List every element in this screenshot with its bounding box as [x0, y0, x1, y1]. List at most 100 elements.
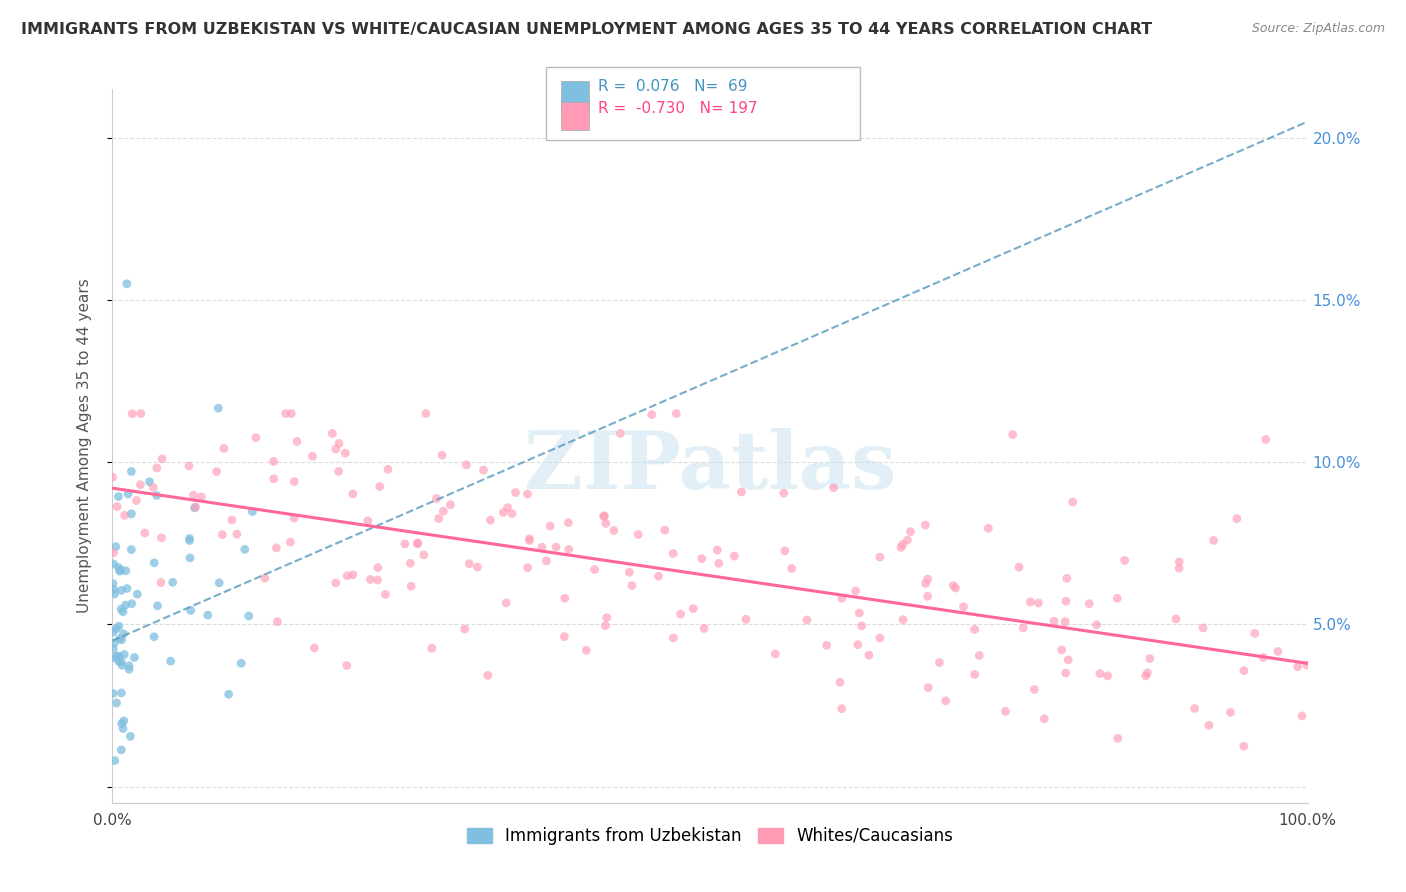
Point	[143, 556, 166, 570]
Point	[328, 436, 350, 450]
Point	[815, 638, 838, 652]
Point	[159, 654, 181, 668]
Point	[831, 701, 853, 715]
Point	[103, 557, 125, 571]
Point	[406, 536, 429, 550]
Point	[592, 509, 614, 524]
Point	[183, 488, 205, 502]
Point	[114, 564, 136, 578]
Point	[1168, 555, 1191, 569]
Point	[647, 569, 669, 583]
Point	[900, 524, 922, 539]
Point	[143, 630, 166, 644]
Point	[1286, 659, 1309, 673]
Point	[538, 519, 561, 533]
Point	[180, 603, 202, 617]
Point	[108, 619, 131, 633]
Point	[108, 632, 131, 646]
Point	[368, 479, 391, 493]
Point	[1012, 621, 1035, 635]
Point	[477, 668, 499, 682]
Point	[231, 657, 253, 671]
Point	[1136, 665, 1159, 680]
Point	[1033, 712, 1056, 726]
Point	[553, 630, 575, 644]
Point	[1078, 597, 1101, 611]
Point	[218, 687, 240, 701]
Point	[427, 511, 450, 525]
Text: R =  0.076   N=  69: R = 0.076 N= 69	[598, 79, 747, 95]
Point	[118, 662, 141, 676]
Point	[120, 730, 142, 744]
Point	[263, 472, 285, 486]
Point	[596, 610, 619, 624]
Point	[1050, 643, 1073, 657]
Point	[1107, 731, 1129, 746]
Point	[1233, 739, 1256, 754]
Point	[557, 516, 579, 530]
Point	[609, 426, 631, 441]
Point	[845, 583, 868, 598]
Point	[420, 641, 443, 656]
Point	[342, 487, 364, 501]
Point	[505, 485, 527, 500]
Point	[456, 458, 478, 472]
Point	[112, 714, 135, 728]
Point	[690, 551, 713, 566]
Point	[211, 527, 233, 541]
Point	[108, 649, 131, 664]
Point	[280, 407, 302, 421]
Y-axis label: Unemployment Among Ages 35 to 44 years: Unemployment Among Ages 35 to 44 years	[77, 278, 91, 614]
Point	[205, 465, 228, 479]
Point	[325, 442, 347, 456]
Point	[891, 537, 914, 551]
Point	[150, 451, 173, 466]
Point	[1008, 560, 1031, 574]
Point	[238, 609, 260, 624]
Point	[1267, 644, 1289, 658]
Point	[917, 589, 939, 603]
Point	[495, 596, 517, 610]
Point	[112, 626, 135, 640]
Point	[114, 598, 136, 612]
Point	[619, 566, 641, 580]
Point	[595, 618, 617, 632]
Point	[593, 508, 616, 523]
Point	[1219, 706, 1241, 720]
Point	[952, 599, 974, 614]
Point	[124, 650, 146, 665]
Point	[103, 636, 125, 650]
Point	[1054, 666, 1077, 681]
Point	[105, 649, 128, 664]
Point	[662, 547, 685, 561]
Point	[935, 694, 957, 708]
Point	[111, 716, 134, 731]
Point	[603, 524, 626, 538]
Point	[179, 533, 201, 548]
Point	[107, 560, 129, 574]
Point	[869, 550, 891, 565]
Point	[111, 632, 134, 647]
Point	[1043, 614, 1066, 628]
Point	[890, 541, 912, 555]
Point	[101, 576, 124, 591]
Point	[641, 408, 664, 422]
Point	[682, 601, 704, 615]
Point	[945, 581, 967, 595]
Point	[735, 612, 758, 626]
Point	[374, 587, 396, 601]
Point	[138, 475, 160, 489]
Point	[179, 532, 201, 546]
Point	[110, 743, 132, 757]
Point	[127, 587, 149, 601]
Text: Source: ZipAtlas.com: Source: ZipAtlas.com	[1251, 22, 1385, 36]
Point	[665, 407, 688, 421]
Point	[207, 401, 229, 416]
Point	[110, 602, 132, 616]
Point	[554, 591, 576, 606]
Point	[285, 434, 308, 449]
Point	[1088, 666, 1111, 681]
Point	[120, 507, 142, 521]
Point	[105, 622, 128, 636]
Point	[104, 651, 127, 665]
